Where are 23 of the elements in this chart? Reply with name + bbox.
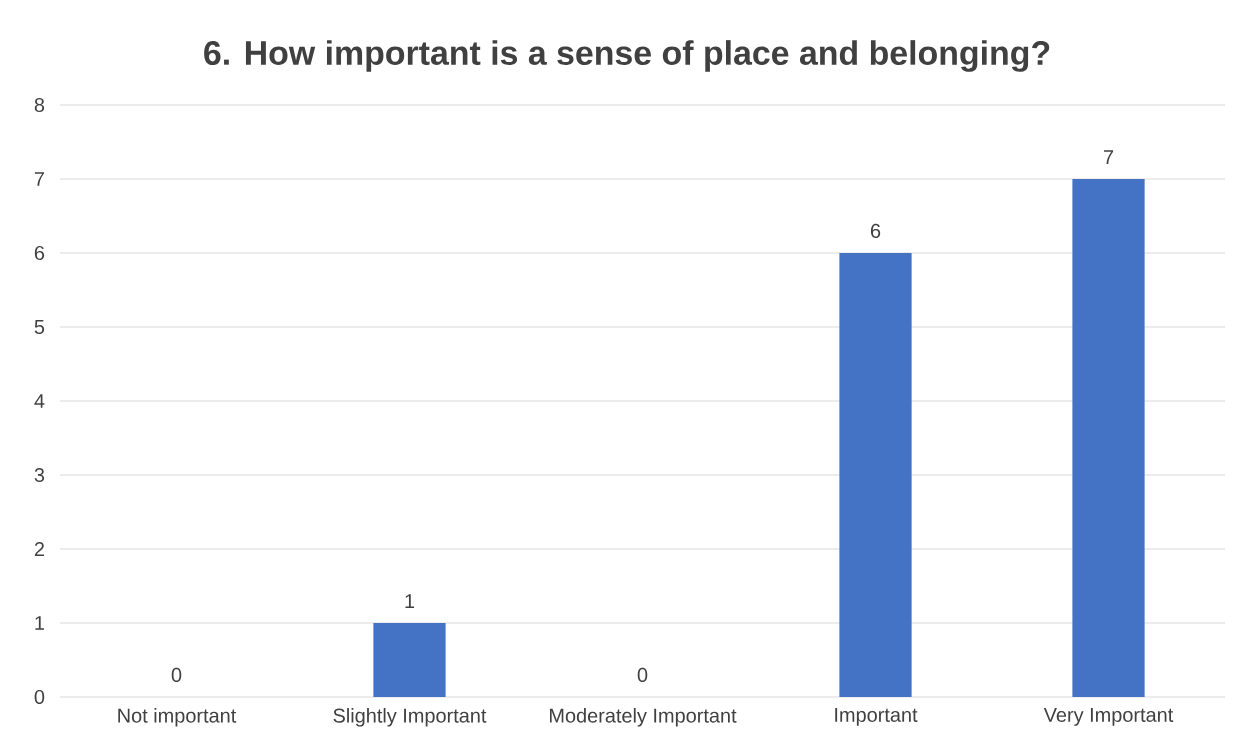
- data-label: 0: [171, 667, 182, 682]
- bar: [1072, 179, 1145, 697]
- x-tick-label: Very Important: [1043, 708, 1174, 726]
- x-tick-label: Not important: [118, 708, 237, 727]
- y-tick-label: 2: [34, 542, 44, 556]
- x-tick-label: Moderately Important: [549, 708, 737, 727]
- data-label: 6: [870, 223, 881, 238]
- x-tick-label: Important: [835, 708, 918, 726]
- chart-title: 6. How important is a sense of place and belonging?: [204, 40, 1050, 72]
- data-label: 1: [405, 594, 415, 608]
- y-tick-label: 6: [34, 245, 45, 261]
- bar: [373, 623, 446, 697]
- bar: [839, 253, 912, 697]
- y-tick-label: 8: [34, 97, 45, 113]
- y-tick-label: 4: [34, 394, 45, 408]
- y-tick-label: 0: [34, 689, 45, 705]
- data-label: 7: [1103, 150, 1114, 164]
- x-tick-label: Slightly Important: [333, 708, 487, 727]
- y-tick-label: 1: [35, 616, 44, 630]
- data-label: 0: [637, 667, 648, 682]
- y-tick-label: 3: [34, 467, 45, 483]
- y-tick-label: 5: [34, 320, 45, 334]
- y-tick-label: 7: [34, 172, 44, 186]
